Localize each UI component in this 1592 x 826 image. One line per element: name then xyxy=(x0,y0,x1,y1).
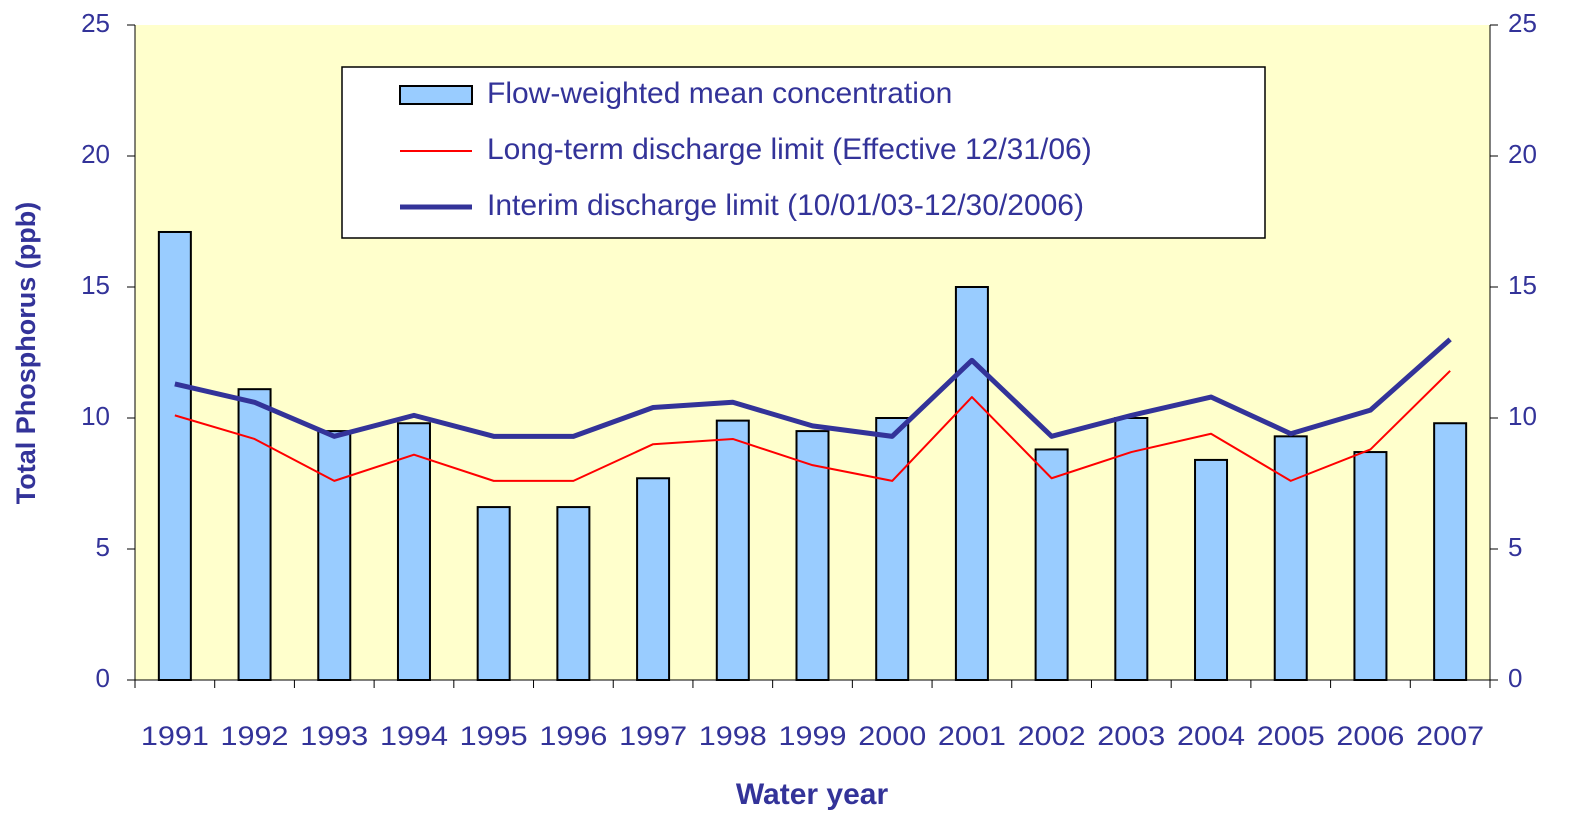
y2-tick-label: 10 xyxy=(1508,401,1537,431)
y-tick-label: 0 xyxy=(96,663,110,693)
line xyxy=(174,370,1451,482)
x-tick-label: 1999 xyxy=(779,721,847,751)
legend-swatch xyxy=(399,85,473,105)
x-tick-label: 1993 xyxy=(300,721,368,751)
y2-tick-label: 20 xyxy=(1508,139,1537,169)
bar xyxy=(1273,435,1308,681)
x-tick-label: 1994 xyxy=(380,721,448,751)
bar xyxy=(875,417,910,681)
y-tick-label: 5 xyxy=(96,532,110,562)
x-tick-label: 2003 xyxy=(1097,721,1165,751)
x-tick-label: 2004 xyxy=(1177,721,1245,751)
x-tick-label: 1995 xyxy=(460,721,528,751)
bar xyxy=(157,230,192,681)
x-tick-label: 1991 xyxy=(141,721,209,751)
legend-label: Long-term discharge limit (Effective 12/… xyxy=(487,133,1092,166)
bar xyxy=(1034,448,1069,681)
line xyxy=(174,337,1452,439)
y-tick-label: 25 xyxy=(81,8,110,38)
x-tick-label: 2006 xyxy=(1336,721,1404,751)
bar xyxy=(556,506,591,681)
x-tick-label: 1998 xyxy=(699,721,767,751)
x-tick-label: 2001 xyxy=(938,721,1006,751)
x-tick-label: 1997 xyxy=(619,721,687,751)
y-axis-title: Total Phosphorus (ppb) xyxy=(11,202,41,504)
bar xyxy=(237,388,272,681)
legend-box xyxy=(341,66,1266,239)
x-tick-label: 2000 xyxy=(858,721,926,751)
bar xyxy=(1353,451,1388,681)
x-axis-title: Water year xyxy=(736,778,889,811)
bar xyxy=(317,430,352,681)
bar xyxy=(715,419,750,681)
x-tick-label: 2007 xyxy=(1416,721,1484,751)
legend-label: Interim discharge limit (10/01/03-12/30/… xyxy=(487,189,1084,222)
y2-tick-label: 15 xyxy=(1508,270,1537,300)
bar xyxy=(636,477,671,682)
bar xyxy=(1114,417,1149,681)
bar xyxy=(396,422,431,681)
bar xyxy=(954,286,989,681)
bar xyxy=(1194,458,1229,682)
y2-tick-label: 25 xyxy=(1508,8,1537,38)
y2-tick-label: 0 xyxy=(1508,663,1522,693)
legend-label: Flow-weighted mean concentration xyxy=(487,77,952,110)
y2-tick-label: 5 xyxy=(1508,532,1522,562)
bar xyxy=(1433,422,1468,681)
bar xyxy=(476,506,511,681)
x-tick-label: 1996 xyxy=(539,721,607,751)
x-tick-label: 1992 xyxy=(221,721,289,751)
y-tick-label: 10 xyxy=(81,401,110,431)
x-tick-label: 2005 xyxy=(1257,721,1325,751)
bar xyxy=(795,430,830,681)
y-tick-label: 15 xyxy=(81,270,110,300)
x-tick-label: 2002 xyxy=(1018,721,1086,751)
y-tick-label: 20 xyxy=(81,139,110,169)
